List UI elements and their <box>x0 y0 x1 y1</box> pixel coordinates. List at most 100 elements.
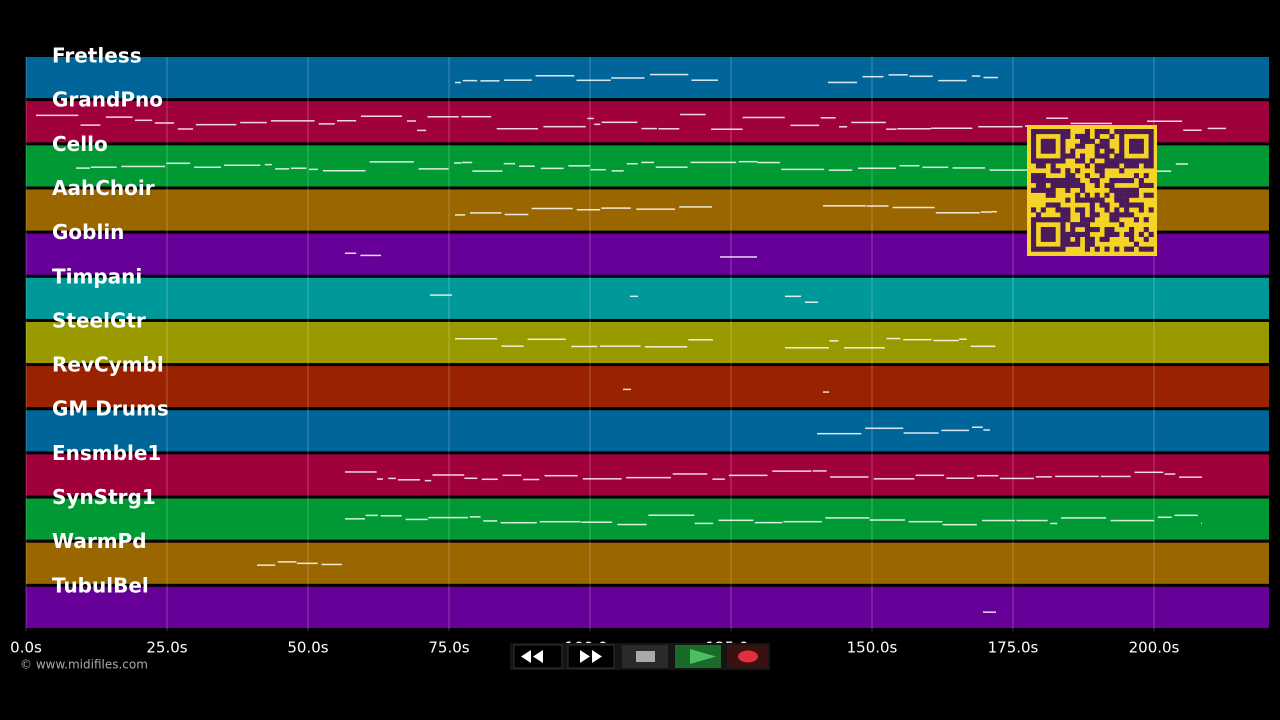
note <box>909 75 933 78</box>
qr-module <box>1084 222 1090 228</box>
note <box>523 478 540 481</box>
rewind-button[interactable] <box>513 644 563 669</box>
qr-module <box>1035 182 1041 188</box>
qr-module <box>1114 178 1120 184</box>
track-band <box>26 498 1269 540</box>
qr-module <box>1060 182 1066 188</box>
note <box>483 520 498 522</box>
note <box>941 429 970 432</box>
note <box>360 115 403 118</box>
note <box>728 474 768 477</box>
qr-module <box>1133 129 1139 135</box>
qr-module <box>1138 246 1144 252</box>
qr-module <box>1075 182 1081 188</box>
qr-module <box>1094 246 1100 252</box>
note <box>790 124 820 127</box>
qr-module <box>1109 217 1115 223</box>
qr-module <box>1133 158 1139 164</box>
note <box>1100 475 1131 478</box>
qr-module <box>1109 133 1115 139</box>
track-label: WarmPd <box>52 529 147 553</box>
note <box>978 125 1023 128</box>
qr-module <box>1055 217 1061 223</box>
fast-forward-button[interactable] <box>567 644 615 669</box>
note <box>915 474 945 477</box>
qr-module <box>1065 212 1071 218</box>
qr-module <box>1114 153 1120 159</box>
qr-module <box>1080 217 1086 223</box>
note <box>899 164 920 167</box>
qr-module <box>1031 246 1037 252</box>
note <box>568 165 591 167</box>
track-label: Goblin <box>52 220 124 244</box>
qr-module <box>1129 246 1135 252</box>
qr-module <box>1114 231 1120 237</box>
qr-module <box>1109 187 1115 193</box>
qr-module <box>1050 138 1056 144</box>
qr-module <box>1065 133 1071 139</box>
note <box>757 161 780 164</box>
qr-module <box>1084 227 1090 233</box>
note <box>897 128 931 130</box>
qr-module <box>1124 212 1130 218</box>
qr-module <box>1094 197 1100 203</box>
note <box>1201 522 1202 525</box>
qr-module <box>1104 246 1110 252</box>
note <box>817 432 862 435</box>
qr-module <box>1099 168 1105 174</box>
qr-module <box>1124 192 1130 198</box>
qr-module <box>1040 231 1046 237</box>
qr-module <box>1148 129 1154 135</box>
qr-module <box>1133 173 1139 179</box>
qr-module <box>1094 148 1100 154</box>
note <box>983 611 996 613</box>
qr-module <box>1129 163 1135 169</box>
qr-module <box>1143 246 1149 252</box>
qr-module <box>1104 236 1110 242</box>
note <box>641 127 657 130</box>
stop-button[interactable] <box>622 645 668 668</box>
play-button[interactable] <box>675 645 721 668</box>
note <box>611 77 645 79</box>
qr-module <box>1050 129 1056 135</box>
note <box>154 122 175 124</box>
note <box>544 474 578 477</box>
note <box>718 519 754 522</box>
qr-module <box>1031 173 1037 179</box>
qr-module <box>1065 168 1071 174</box>
note <box>1061 517 1107 519</box>
qr-module <box>1050 192 1056 198</box>
note <box>712 478 725 480</box>
note <box>680 113 706 116</box>
record-button[interactable] <box>727 645 768 668</box>
qr-module <box>1065 182 1071 188</box>
qr-module <box>1031 217 1037 223</box>
note <box>571 345 598 348</box>
qr-module <box>1035 187 1041 193</box>
note <box>828 169 853 171</box>
qr-module <box>1114 217 1120 223</box>
qr-module <box>1124 187 1130 193</box>
note <box>679 206 712 208</box>
qr-module <box>1035 246 1041 252</box>
note <box>971 75 981 77</box>
qr-module <box>1050 168 1056 174</box>
note <box>931 127 973 130</box>
qr-module <box>1099 143 1105 149</box>
qr-module <box>1148 148 1154 154</box>
qr-module <box>1119 133 1125 139</box>
qr-module <box>1138 148 1144 154</box>
note <box>308 168 318 171</box>
note <box>820 117 836 119</box>
qr-module <box>1138 207 1144 213</box>
qr-module <box>1089 197 1095 203</box>
note <box>772 470 812 472</box>
qr-module <box>1045 187 1051 193</box>
qr-module <box>1075 231 1081 237</box>
qr-module <box>1070 222 1076 228</box>
note <box>424 479 432 482</box>
qr-module <box>1129 178 1135 184</box>
note <box>952 167 986 169</box>
qr-module <box>1060 241 1066 247</box>
qr-module <box>1143 158 1149 164</box>
